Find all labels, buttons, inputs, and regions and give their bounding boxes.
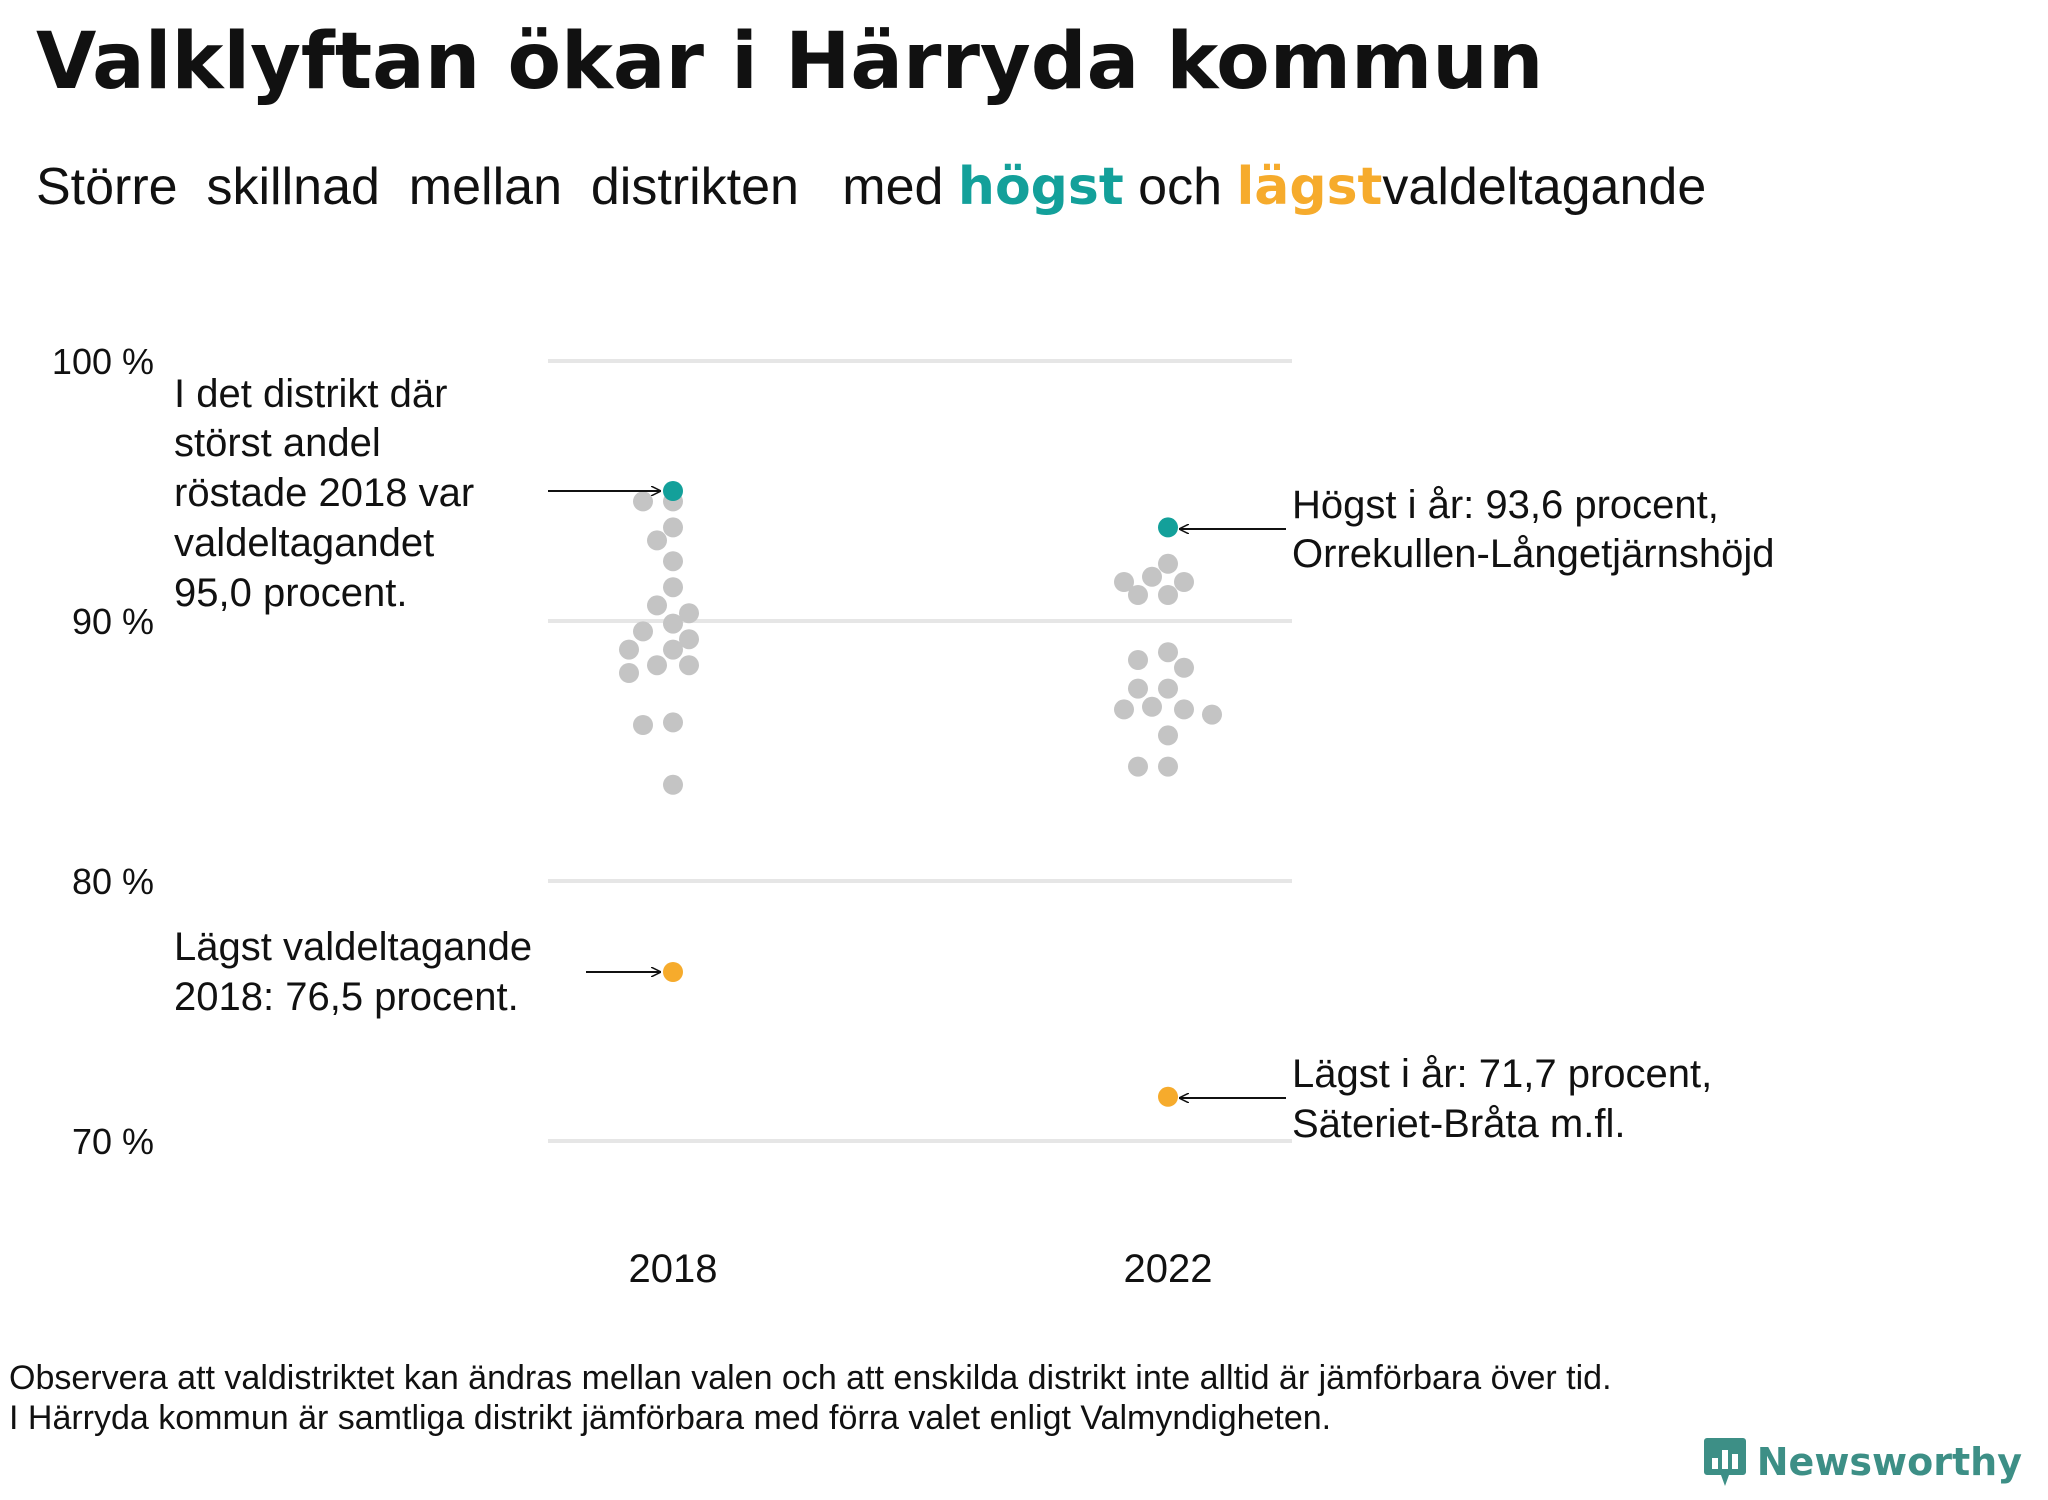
- dot-2022-district: [1128, 585, 1148, 605]
- chart-subtitle: Större skillnad mellan distrikten med hö…: [36, 157, 1706, 217]
- dot-2018-district: [647, 595, 667, 616]
- annotation-low-2018-line2: 2018: 76,5 procent.: [174, 975, 519, 1019]
- dot-2018-district: [663, 613, 683, 634]
- gridlines: [548, 359, 1292, 1143]
- dot-2018-district: [663, 774, 683, 795]
- subtitle-highlight-low: lägst: [1236, 157, 1382, 217]
- annotation-high-2022: Högst i år: 93,6 procent, Orrekullen-Lån…: [1292, 483, 1775, 576]
- dot-2018-district: [663, 551, 683, 572]
- y-tick-label: 70 %: [72, 1121, 154, 1162]
- dot-2018-district: [663, 712, 683, 733]
- dot-2022-district: [1128, 756, 1148, 777]
- dot-2022-district: [1128, 678, 1148, 699]
- dot-2018-district: [679, 603, 699, 624]
- subtitle-part3: valdeltagande: [1382, 158, 1706, 216]
- dot-2018-district: [679, 629, 699, 650]
- dot-2018-district: [619, 639, 639, 660]
- annotation-high-2018: I det distrikt där störst andel röstade …: [174, 372, 474, 615]
- subtitle-part2: och: [1138, 158, 1222, 216]
- annotation-low-2022-line2: Säteriet-Bråta m.fl.: [1292, 1102, 1625, 1146]
- annotation-high-2018-line4: valdeltagandet: [174, 521, 434, 565]
- dot-2022-district: [1158, 756, 1178, 777]
- data-points: [619, 481, 1222, 1107]
- dot-2022-district: [1114, 572, 1134, 592]
- annotation-low-2018-line1: Lägst valdeltagande: [174, 925, 532, 969]
- footnote-line1: Observera att valdistriktet kan ändras m…: [9, 1359, 1612, 1397]
- annotation-high-2022-line2: Orrekullen-Långetjärnshöjd: [1292, 532, 1775, 576]
- dot-2022-highest: [1158, 517, 1178, 538]
- dot-2018-highest: [663, 481, 683, 501]
- dot-2022-district: [1128, 650, 1148, 670]
- annotation-high-2018-line3: röstade 2018 var: [174, 471, 474, 515]
- y-tick-label: 100 %: [52, 341, 154, 382]
- x-axis-ticks: 2018 2022: [629, 1247, 1213, 1291]
- y-axis-ticks: 100 % 90 % 80 % 70 %: [52, 341, 154, 1162]
- dot-2022-district: [1174, 657, 1194, 678]
- dot-2018-district: [619, 663, 639, 683]
- x-tick-label: 2022: [1124, 1247, 1213, 1291]
- dot-2018-district: [647, 530, 667, 551]
- dot-2018-district: [633, 491, 653, 512]
- dot-2022-lowest: [1158, 1086, 1178, 1107]
- dot-2022-district: [1174, 572, 1194, 592]
- dot-2022-district: [1202, 704, 1222, 725]
- annotation-high-2018-line2: störst andel: [174, 421, 381, 465]
- dot-2022-district: [1142, 696, 1162, 717]
- chart-title: Valklyftan ökar i Härryda kommun: [36, 17, 1543, 107]
- dot-2018-lowest: [663, 962, 683, 982]
- dot-2022-district: [1174, 699, 1194, 720]
- dot-2018-district: [647, 655, 667, 676]
- brand-name: Newsworthy: [1756, 1440, 2022, 1484]
- subtitle-part1: Större skillnad mellan distrikten med: [36, 158, 943, 216]
- annotation-high-2018-line1: I det distrikt där: [174, 372, 447, 416]
- y-tick-label: 80 %: [72, 861, 154, 902]
- newsworthy-logo: Newsworthy: [1703, 1436, 2022, 1488]
- annotation-low-2022-line1: Lägst i år: 71,7 procent,: [1292, 1052, 1712, 1096]
- dot-2018-district: [663, 639, 683, 660]
- dot-2022-district: [1158, 725, 1178, 746]
- dot-2022-district: [1158, 585, 1178, 605]
- y-tick-label: 90 %: [72, 601, 154, 642]
- dot-2018-district: [663, 577, 683, 598]
- subtitle-highlight-high: högst: [958, 157, 1124, 217]
- dot-2022-district: [1114, 699, 1134, 720]
- annotation-high-2022-line1: Högst i år: 93,6 procent,: [1292, 483, 1719, 527]
- annotation-low-2022: Lägst i år: 71,7 procent, Säteriet-Bråta…: [1292, 1052, 1712, 1146]
- dot-2022-district: [1142, 566, 1162, 587]
- annotation-low-2018: Lägst valdeltagande 2018: 76,5 procent.: [174, 925, 532, 1019]
- dot-2018-district: [633, 621, 653, 642]
- dot-2022-district: [1158, 678, 1178, 699]
- x-tick-label: 2018: [629, 1247, 718, 1291]
- footnote-line2: I Härryda kommun är samtliga distrikt jä…: [9, 1399, 1332, 1437]
- dot-2018-district: [633, 715, 653, 735]
- dot-2022-district: [1158, 553, 1178, 574]
- dot-2018-district: [663, 517, 683, 538]
- dot-2022-district: [1158, 642, 1178, 663]
- dot-2018-district: [679, 655, 699, 676]
- annotation-high-2018-line5: 95,0 procent.: [174, 571, 408, 615]
- bar-chart-chat-icon: [1703, 1438, 1746, 1486]
